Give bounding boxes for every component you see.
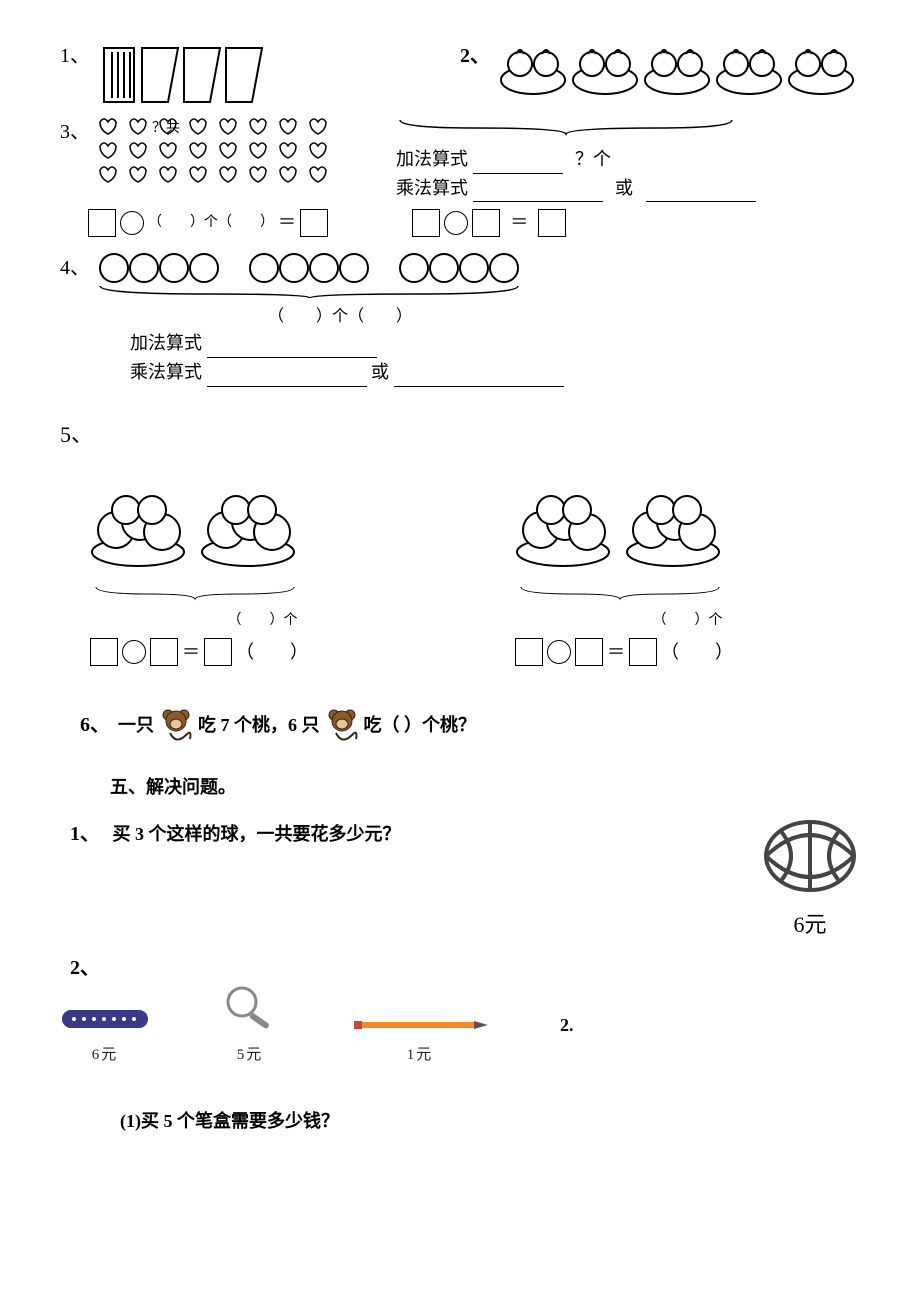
q2-brace-icon [396, 118, 736, 136]
q5r-unit: （ ） [661, 638, 733, 667]
q2-add-blank[interactable] [473, 153, 563, 174]
q5-left-brace [90, 585, 300, 601]
q4-count-label: （ ）个（ ） [100, 304, 580, 330]
q5r-box3[interactable] [629, 638, 657, 666]
q5-right-count: （ ）个 [515, 610, 860, 632]
q2b-box1[interactable] [412, 209, 440, 237]
q2-mul-blank2[interactable] [646, 182, 756, 203]
q6-mid2: 吃（ ）个桃？ [364, 711, 477, 740]
pencilbox-icon [60, 1004, 150, 1034]
q2b-eq: ＝ [510, 208, 528, 237]
q5l-eq: ＝ [182, 638, 200, 667]
q6-pre: 一只 [118, 711, 154, 740]
q2-or: 或 [615, 178, 633, 198]
section5-title: 五、解决问题。 [110, 773, 860, 802]
q2b-op[interactable] [444, 211, 468, 235]
q2-baskets-icon [498, 40, 858, 100]
q5l-box1[interactable] [90, 638, 118, 666]
q5-left-buns-icon [90, 492, 300, 572]
q5l-unit: （ ） [236, 638, 308, 667]
q3-eq: ＝ [278, 208, 296, 237]
basketball-icon [760, 818, 860, 898]
q4-mul-label: 乘法算式 [130, 362, 202, 382]
p1-price: 6元 [760, 907, 860, 942]
monkey-icon-1 [156, 705, 196, 745]
q4-add-blank[interactable] [207, 337, 377, 358]
magnifier-icon [220, 984, 280, 1034]
p2-num: 2、 [70, 957, 100, 979]
q3-op[interactable] [120, 211, 144, 235]
pencil-price: 1元 [350, 1043, 490, 1067]
q2-add-label: 加法算式 [396, 149, 468, 169]
q2-mul-label: 乘法算式 [396, 178, 468, 198]
q3-box3[interactable] [300, 209, 328, 237]
q3-qmark: ？共 [152, 118, 180, 140]
p2-trail: 2. [560, 1011, 574, 1040]
q2b-box3[interactable] [538, 209, 566, 237]
q6-mid1: 吃 7 个桃，6 只 [198, 711, 320, 740]
q4-add-label: 加法算式 [130, 333, 202, 353]
p1-text: 买 3 个这样的球，一共要花多少元？ [113, 824, 401, 844]
q4-mul-blank2[interactable] [394, 366, 564, 387]
q4-circles-icon [98, 252, 578, 298]
q5r-eq: ＝ [607, 638, 625, 667]
q5-right: （ ）个 ＝ （ ） [515, 492, 860, 675]
q3-num: 3、 [60, 116, 90, 195]
q5-right-buns-icon [515, 492, 725, 572]
q2-mul-blank1[interactable] [473, 182, 603, 203]
p1-num: 1、 [70, 823, 100, 845]
q1-num: 1、 [60, 40, 90, 110]
q5r-box2[interactable] [575, 638, 603, 666]
monkey-icon-2 [322, 705, 362, 745]
q3-box1[interactable] [88, 209, 116, 237]
q5-num: 5、 [60, 422, 93, 447]
q2-qmark: ？个 [575, 149, 611, 169]
pencil-icon [350, 1016, 490, 1034]
q4-or: 或 [371, 362, 389, 382]
q3-hearts-icon [98, 116, 358, 186]
q5-left-count: （ ）个 [90, 610, 435, 632]
q1-books-icon [98, 40, 278, 110]
q3-count-inline: （ ）个（ ） [148, 212, 274, 234]
q5l-box2[interactable] [150, 638, 178, 666]
q5r-op[interactable] [547, 640, 571, 664]
q2b-box2[interactable] [472, 209, 500, 237]
q4-mul-blank1[interactable] [207, 366, 367, 387]
p2-sub1: (1)买 5 个笔盒需要多少钱？ [120, 1107, 860, 1136]
q2-num: 2、 [460, 40, 490, 100]
q4-num: 4、 [60, 252, 90, 284]
q5-right-brace [515, 585, 725, 601]
q5l-op[interactable] [122, 640, 146, 664]
magnifier-price: 5元 [220, 1043, 280, 1067]
pencilbox-price: 6元 [60, 1043, 150, 1067]
q5l-box3[interactable] [204, 638, 232, 666]
q5-left: （ ）个 ＝ （ ） [90, 492, 435, 675]
q5r-box1[interactable] [515, 638, 543, 666]
q6-num: 6、 [80, 709, 110, 741]
